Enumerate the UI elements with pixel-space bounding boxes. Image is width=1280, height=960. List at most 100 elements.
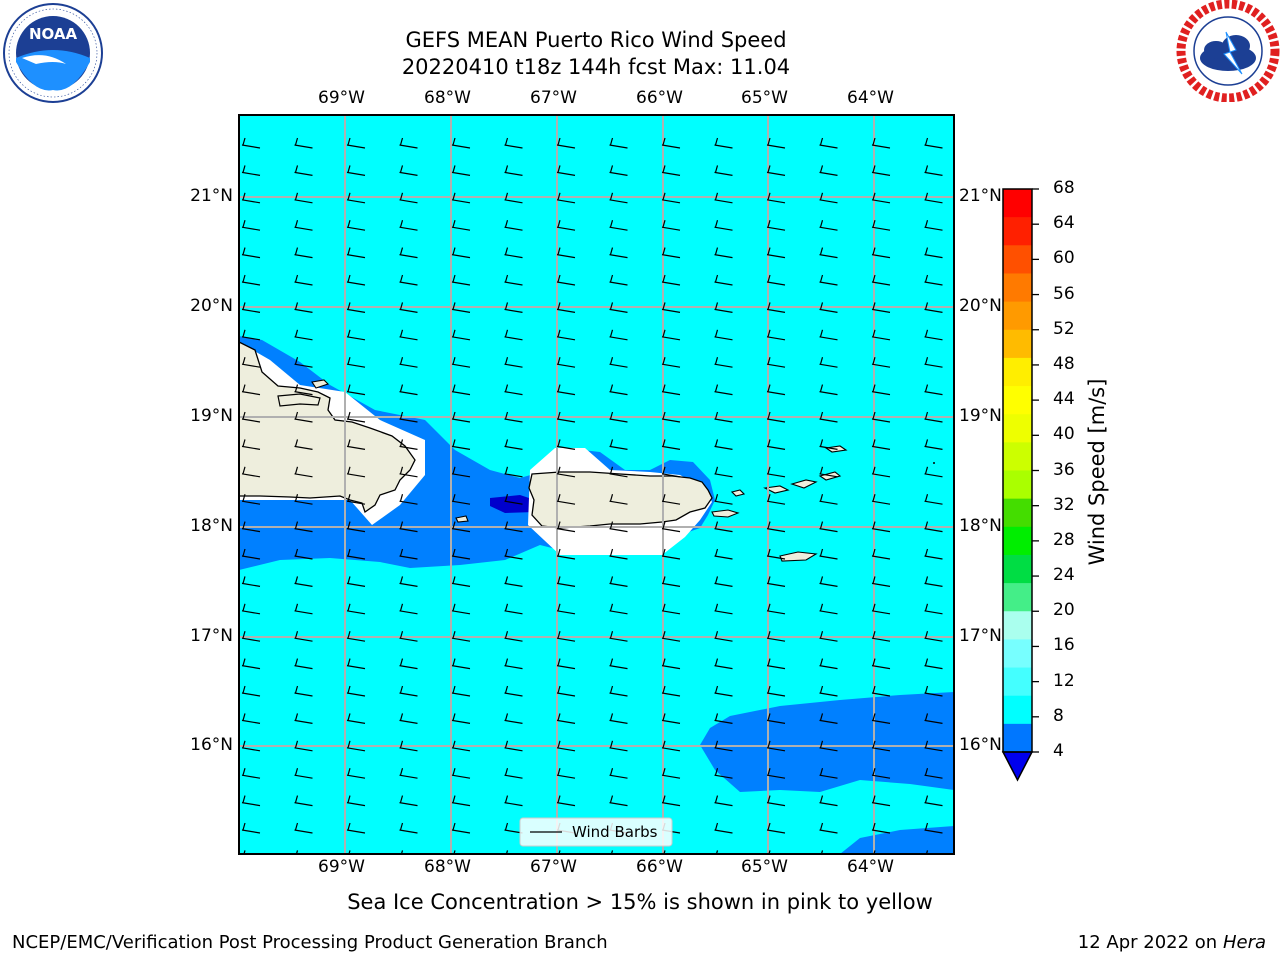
graticule bbox=[239, 115, 954, 854]
wind-barb bbox=[871, 713, 891, 724]
wind-barb bbox=[871, 795, 891, 807]
colorbar-segment bbox=[1003, 189, 1032, 218]
colorbar-segment bbox=[1003, 414, 1032, 443]
wind-barb bbox=[609, 631, 628, 642]
wind-barb bbox=[504, 411, 523, 423]
wind-barb bbox=[451, 137, 471, 149]
wind-barb bbox=[451, 631, 471, 642]
wind-barb bbox=[399, 137, 418, 149]
wind-barb bbox=[451, 576, 471, 587]
wind-barb bbox=[504, 740, 523, 752]
colorbar-tick-label: 64 bbox=[1053, 213, 1075, 234]
wind-barb bbox=[924, 576, 943, 587]
wind-barb bbox=[871, 603, 891, 615]
wind-barb bbox=[504, 548, 523, 560]
wind-barb bbox=[871, 466, 891, 478]
colorbar-tick-label: 16 bbox=[1053, 635, 1075, 656]
wind-barb bbox=[924, 329, 943, 341]
wind-barb bbox=[871, 411, 891, 423]
wind-barb bbox=[661, 768, 681, 779]
land-mona bbox=[455, 515, 469, 523]
land-vieques bbox=[711, 509, 740, 518]
wind-barb bbox=[714, 247, 733, 259]
wind-barb bbox=[714, 822, 733, 834]
wind-barb bbox=[294, 768, 313, 779]
wind-barb bbox=[399, 302, 418, 313]
axis-tick-label: 64°W bbox=[847, 857, 894, 877]
wind-barb bbox=[399, 795, 418, 807]
wind-barb bbox=[399, 274, 418, 286]
axis-tick-label: 19°N bbox=[190, 406, 233, 426]
sea-ice-caption: Sea Ice Concentration > 15% is shown in … bbox=[347, 890, 933, 914]
wind-barb bbox=[451, 740, 471, 752]
wind-barb bbox=[766, 603, 786, 615]
wind-barb bbox=[504, 274, 523, 286]
wind-barb bbox=[451, 494, 471, 505]
wind-barb bbox=[924, 274, 943, 286]
wind-barb bbox=[609, 411, 628, 423]
wind-barb bbox=[609, 439, 628, 450]
wind-barb bbox=[766, 494, 786, 505]
wind-barb bbox=[871, 220, 891, 231]
wind-barb bbox=[556, 713, 576, 724]
wind-barb bbox=[346, 521, 366, 533]
wind-barb bbox=[609, 466, 628, 478]
wind-barb bbox=[714, 494, 733, 505]
wind-barb bbox=[924, 192, 943, 204]
wind-barb bbox=[766, 439, 786, 450]
wind-barb bbox=[871, 548, 891, 560]
colorbar-tick-label: 20 bbox=[1053, 600, 1075, 621]
wind-barb bbox=[346, 740, 366, 752]
wind-barb bbox=[451, 768, 471, 779]
wind-barb bbox=[451, 357, 471, 368]
wind-barb bbox=[241, 713, 261, 724]
wind-barb bbox=[714, 795, 733, 807]
colorbar-segment bbox=[1003, 723, 1032, 753]
wind-barb bbox=[661, 740, 681, 752]
wind-barb bbox=[294, 658, 313, 670]
wind-barb bbox=[609, 685, 628, 697]
wind-barb bbox=[346, 220, 366, 231]
wind-band-4-8-southeast bbox=[700, 692, 954, 792]
colorbar-tick-label: 56 bbox=[1053, 283, 1075, 304]
wind-barb bbox=[451, 822, 471, 834]
wind-barb bbox=[819, 165, 838, 176]
wind-barb bbox=[609, 603, 628, 615]
wind-barb bbox=[241, 302, 261, 313]
wind-barb bbox=[766, 411, 786, 423]
wind-barb bbox=[871, 576, 891, 587]
wind-barb bbox=[399, 576, 418, 587]
wind-barb bbox=[241, 740, 261, 752]
wind-barb bbox=[871, 822, 891, 834]
wind-barb bbox=[609, 192, 628, 204]
wind-barb bbox=[504, 192, 523, 204]
wind-barb bbox=[399, 768, 418, 779]
wind-barb bbox=[294, 302, 313, 313]
wind-barb bbox=[819, 548, 838, 560]
legend-label: Wind Barbs bbox=[572, 823, 658, 841]
axis-tick-label: 21°N bbox=[959, 186, 1002, 206]
noaa-logo-text: NOAA bbox=[29, 25, 78, 43]
wind-barb bbox=[609, 137, 628, 149]
colorbar-tick-label: 60 bbox=[1053, 248, 1075, 269]
wind-barb bbox=[766, 658, 786, 670]
wind-barb bbox=[399, 192, 418, 204]
axis-tick-label: 65°W bbox=[741, 857, 788, 877]
wind-barb bbox=[819, 658, 838, 670]
land-st-croix bbox=[779, 551, 818, 562]
wind-barb bbox=[766, 357, 786, 368]
wind-barb bbox=[924, 548, 943, 560]
wind-barb bbox=[451, 685, 471, 697]
wind-barb bbox=[609, 302, 628, 313]
wind-barb bbox=[346, 384, 366, 396]
land-small-cay bbox=[933, 462, 935, 464]
wind-barb bbox=[819, 384, 838, 396]
wind-barb bbox=[871, 631, 891, 642]
wind-barb bbox=[294, 740, 313, 752]
wind-barb bbox=[451, 411, 471, 423]
wind-barb bbox=[504, 220, 523, 231]
wind-barb bbox=[871, 685, 891, 697]
wind-barb bbox=[924, 795, 943, 807]
wind-barb bbox=[609, 576, 628, 587]
wind-barb bbox=[399, 165, 418, 176]
